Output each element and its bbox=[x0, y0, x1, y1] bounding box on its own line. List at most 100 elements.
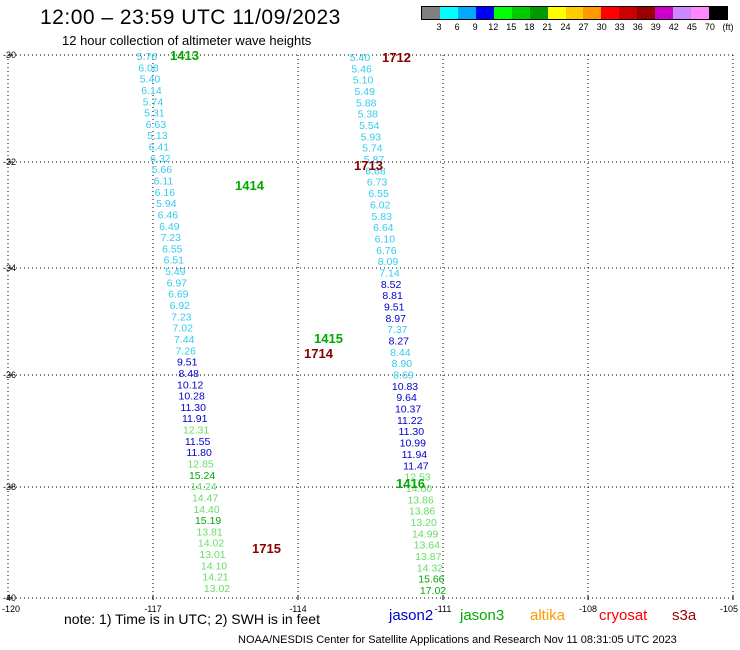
wave-height-value: 6.63 bbox=[146, 119, 167, 131]
wave-height-value: 5.76 bbox=[137, 51, 158, 63]
wave-height-value: 6.64 bbox=[373, 222, 394, 234]
wave-height-value: 11.22 bbox=[397, 415, 423, 427]
wave-height-value: 10.28 bbox=[179, 391, 205, 403]
wave-height-value: 7.37 bbox=[387, 324, 408, 336]
wave-height-value: 14.02 bbox=[198, 538, 224, 550]
satellite-legend-item: altika bbox=[530, 607, 566, 624]
wave-height-value: 6.97 bbox=[167, 277, 188, 289]
map-grid bbox=[7, 54, 734, 600]
wave-height-value: 6.14 bbox=[141, 85, 162, 97]
colorbar-label: 45 bbox=[686, 22, 697, 32]
wave-height-value: 8.69 bbox=[393, 370, 414, 382]
wave-height-value: 11.30 bbox=[399, 426, 425, 438]
wave-height-value: 8.27 bbox=[389, 336, 410, 348]
longitude-label: -111 bbox=[435, 604, 452, 614]
longitude-label: -117 bbox=[144, 604, 161, 614]
wave-height-value: 15.66 bbox=[418, 574, 444, 586]
colorbar-label: 15 bbox=[506, 22, 517, 32]
wave-height-value: 5.31 bbox=[144, 108, 165, 120]
latitude-label: -40 bbox=[3, 593, 16, 603]
wave-height-value: 5.88 bbox=[356, 97, 377, 109]
pass-label: 1413 bbox=[170, 48, 199, 63]
satellite-legend-item: cryosat bbox=[599, 607, 648, 624]
colorbar-label: 70 bbox=[704, 22, 715, 32]
colorbar-labels: 3 6 9 12 15 18 21 24 27 30 33 36 39 42 45 70 (ft) bbox=[421, 22, 734, 34]
wave-height-value: 5.83 bbox=[371, 211, 392, 223]
wave-height-value: 13.20 bbox=[411, 517, 437, 529]
axis-labels: -30 -32 -34 -36 -38 -40-120 -117 -114 -111 -108 -1… bbox=[2, 50, 738, 614]
colorbar-swatch bbox=[673, 7, 692, 19]
credit-line: NOAA/NESDIS Center for Satellite Applica… bbox=[238, 634, 677, 646]
wave-height-value: 8.09 bbox=[378, 256, 399, 268]
colorbar-label: 42 bbox=[668, 22, 679, 32]
longitude-label: -120 bbox=[2, 604, 20, 614]
wave-height-value: 8.44 bbox=[390, 347, 411, 359]
longitude-label: -108 bbox=[579, 604, 597, 614]
latitude-label: -34 bbox=[3, 263, 16, 273]
footer-note: note: 1) Time is in UTC; 2) SWH is in fe… bbox=[64, 611, 320, 627]
colorbar-label: 24 bbox=[560, 22, 571, 32]
wave-height-value: 5.54 bbox=[359, 120, 380, 132]
colorbar-swatch bbox=[439, 7, 458, 19]
pass-label: 1415 bbox=[314, 331, 343, 346]
wave-height-value: 11.47 bbox=[403, 460, 429, 472]
wave-height-value: 5.66 bbox=[152, 164, 173, 176]
colorbar-label: 9 bbox=[472, 22, 478, 32]
wave-height-value: 6.51 bbox=[164, 255, 185, 267]
wave-height-value: 7.02 bbox=[172, 323, 193, 335]
wave-height-value: 15.19 bbox=[195, 515, 221, 527]
wave-height-value: 6.92 bbox=[170, 300, 191, 312]
wave-height-value: 13.01 bbox=[199, 549, 225, 561]
wave-height-value: 5.74 bbox=[143, 96, 164, 108]
wave-height-value: 5.74 bbox=[362, 143, 383, 155]
colorbar-label: 39 bbox=[650, 22, 661, 32]
wave-height-value: 13.86 bbox=[409, 506, 435, 518]
wave-height-value: 6.32 bbox=[150, 153, 171, 165]
wave-height-value: 6.02 bbox=[370, 199, 391, 211]
wave-height-value: 11.91 bbox=[182, 413, 208, 425]
satellite-legend-item: jason2 bbox=[389, 607, 434, 624]
wave-height-value: 8.48 bbox=[178, 368, 199, 380]
wave-height-value: 13.64 bbox=[414, 540, 440, 552]
pass-labels: 1413 1414 1415 1416 1712 1713 1714 1715 bbox=[170, 48, 425, 556]
wave-height-value: 14.32 bbox=[417, 562, 443, 574]
wave-height-value: 6.49 bbox=[159, 221, 180, 233]
wave-height-value: 11.94 bbox=[402, 449, 428, 461]
colorbar-swatch bbox=[709, 7, 727, 19]
wave-height-value: 6.76 bbox=[376, 245, 397, 257]
ascending-track: 5.405.465.105.495.885.385.545.935.745.87… bbox=[350, 52, 447, 597]
colorbar-swatch bbox=[619, 7, 638, 19]
pass-label: 1414 bbox=[235, 178, 265, 193]
wave-height-value: 5.87 bbox=[364, 154, 385, 166]
colorbar-swatch bbox=[547, 7, 566, 19]
colorbar-swatch bbox=[583, 7, 602, 19]
colorbar-swatch bbox=[529, 7, 548, 19]
wave-height-value: 12.85 bbox=[187, 459, 213, 471]
wave-height-value: 17.02 bbox=[420, 585, 446, 597]
wave-height-value: 14.99 bbox=[412, 528, 438, 540]
colorbar-swatch bbox=[601, 7, 620, 19]
colorbar-label: (ft) bbox=[722, 22, 734, 32]
colorbar-label: 21 bbox=[542, 22, 553, 32]
wave-height-value: 6.08 bbox=[138, 62, 159, 74]
wave-height-value: 5.10 bbox=[353, 75, 374, 87]
colorbar-swatch bbox=[457, 7, 476, 19]
wave-height-value: 8.90 bbox=[392, 358, 413, 370]
wave-height-value: 6.16 bbox=[155, 187, 176, 199]
wave-height-value: 9.64 bbox=[396, 392, 417, 404]
wave-height-value: 5.40 bbox=[140, 74, 161, 86]
colorbar-swatch bbox=[637, 7, 656, 19]
colorbar-label: 36 bbox=[632, 22, 643, 32]
wave-height-value: 10.37 bbox=[395, 404, 421, 416]
colorbar-swatch bbox=[565, 7, 584, 19]
descending-track: 5.766.085.406.145.745.316.635.136.416.32… bbox=[137, 51, 231, 595]
wave-height-value: 10.12 bbox=[177, 379, 203, 391]
wave-height-value: 8.52 bbox=[381, 279, 402, 291]
wave-height-value: 10.99 bbox=[400, 438, 426, 450]
wave-height-value: 6.73 bbox=[367, 177, 388, 189]
wave-height-value: 7.23 bbox=[161, 232, 182, 244]
wave-height-value: 12.31 bbox=[183, 425, 209, 437]
colorbar-swatch bbox=[691, 7, 709, 19]
map-title: 12:00 – 23:59 UTC 11/09/2023 bbox=[40, 6, 341, 29]
longitude-label: -114 bbox=[289, 604, 306, 614]
